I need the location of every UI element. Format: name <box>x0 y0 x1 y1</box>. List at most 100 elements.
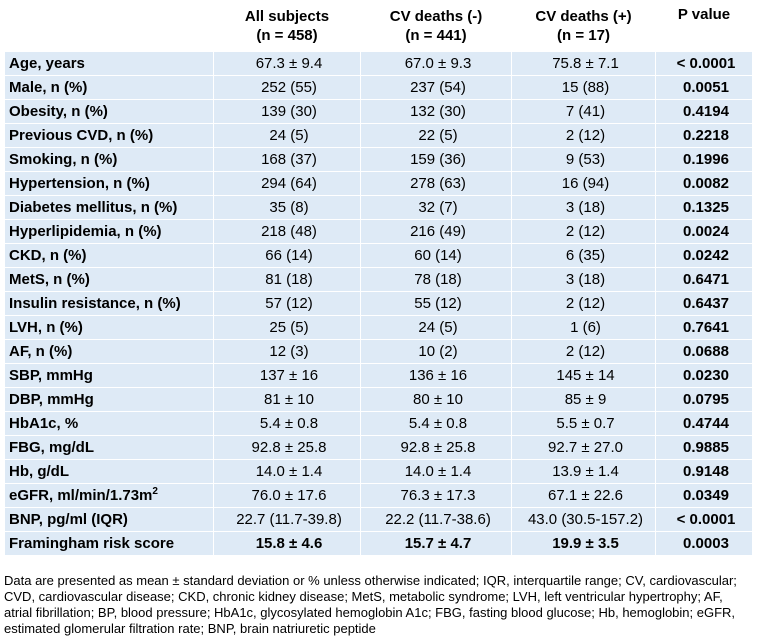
cell-all-subjects: 22.7 (11.7-39.8) <box>213 507 361 532</box>
cell-all-subjects: 57 (12) <box>213 291 361 316</box>
row-label-text: Framingham risk score <box>9 534 175 552</box>
cell-cv-deaths-negative: 136 ± 16 <box>360 363 512 388</box>
row-label-text: Previous CVD, n (%) <box>9 126 154 144</box>
cell-all-subjects: 218 (48) <box>213 219 361 244</box>
cell-p-value: 0.9148 <box>655 459 753 484</box>
table-body: Age, years 67.3 ± 9.4 67.0 ± 9.3 75.8 ± 7.1… <box>4 51 753 556</box>
cell-cv-deaths-positive: 9 (53) <box>511 147 656 172</box>
cell-cv-deaths-positive: 85 ± 9 <box>511 387 656 412</box>
cell-all-subjects: 294 (64) <box>213 171 361 196</box>
row-label: Diabetes mellitus, n (%) <box>4 195 214 220</box>
row-label-text: Smoking, n (%) <box>9 150 118 168</box>
cell-all-subjects: 92.8 ± 25.8 <box>213 435 361 460</box>
cell-p-value: 0.4194 <box>655 99 753 124</box>
cell-cv-deaths-positive: 2 (12) <box>511 219 656 244</box>
cell-cv-deaths-positive: 7 (41) <box>511 99 656 124</box>
cell-all-subjects: 15.8 ± 4.6 <box>213 531 361 556</box>
row-label-superscript: 2 <box>152 485 158 497</box>
table-row: SBP, mmHg 137 ± 16 136 ± 16 145 ± 14 0.0230 <box>4 363 753 388</box>
table-row: Framingham risk score 15.8 ± 4.6 15.7 ± 4.… <box>4 531 753 556</box>
cell-cv-deaths-positive: 19.9 ± 3.5 <box>511 531 656 556</box>
cell-cv-deaths-positive: 3 (18) <box>511 195 656 220</box>
header-neg-title: CV deaths (-) <box>389 8 483 25</box>
cell-cv-deaths-negative: 159 (36) <box>360 147 512 172</box>
cell-cv-deaths-positive: 15 (88) <box>511 75 656 100</box>
row-label-text: FBG, mg/dL <box>9 438 94 456</box>
cell-all-subjects: 76.0 ± 17.6 <box>213 483 361 508</box>
row-label: Obesity, n (%) <box>4 99 214 124</box>
cell-cv-deaths-positive: 1 (6) <box>511 315 656 340</box>
cell-p-value: 0.0349 <box>655 483 753 508</box>
header-all-subjects: All subjects (n = 458) <box>213 0 361 52</box>
header-label-cell <box>4 0 214 52</box>
cell-all-subjects: 81 ± 10 <box>213 387 361 412</box>
cell-cv-deaths-positive: 67.1 ± 22.6 <box>511 483 656 508</box>
cell-all-subjects: 139 (30) <box>213 99 361 124</box>
cell-p-value: 0.0082 <box>655 171 753 196</box>
table-row: HbA1c, % 5.4 ± 0.8 5.4 ± 0.8 5.5 ± 0.7 0.474… <box>4 411 753 436</box>
cell-cv-deaths-positive: 75.8 ± 7.1 <box>511 51 656 76</box>
header-cv-deaths-positive: CV deaths (+) (n = 17) <box>511 0 656 52</box>
header-pos-title: CV deaths (+) <box>535 8 632 25</box>
cell-cv-deaths-positive: 2 (12) <box>511 291 656 316</box>
cell-cv-deaths-negative: 78 (18) <box>360 267 512 292</box>
table-row: BNP, pg/ml (IQR) 22.7 (11.7-39.8) 22.2 (11… <box>4 507 753 532</box>
header-all-title: All subjects <box>244 8 330 25</box>
row-label-text: Hypertension, n (%) <box>9 174 150 192</box>
row-label: LVH, n (%) <box>4 315 214 340</box>
cell-cv-deaths-negative: 76.3 ± 17.3 <box>360 483 512 508</box>
table-row: Diabetes mellitus, n (%) 35 (8) 32 (7) 3 (1… <box>4 195 753 220</box>
row-label: MetS, n (%) <box>4 267 214 292</box>
row-label-text: Insulin resistance, n (%) <box>9 294 181 312</box>
row-label: eGFR, ml/min/1.73m2 <box>4 483 214 508</box>
table-row: CKD, n (%) 66 (14) 60 (14) 6 (35) 0.0242 <box>4 243 753 268</box>
table-row: FBG, mg/dL 92.8 ± 25.8 92.8 ± 25.8 92.7 ± 2… <box>4 435 753 460</box>
table-row: DBP, mmHg 81 ± 10 80 ± 10 85 ± 9 0.0795 <box>4 387 753 412</box>
row-label: CKD, n (%) <box>4 243 214 268</box>
row-label: Age, years <box>4 51 214 76</box>
header-p-value: P value <box>655 0 753 52</box>
cell-cv-deaths-negative: 80 ± 10 <box>360 387 512 412</box>
cell-all-subjects: 81 (18) <box>213 267 361 292</box>
header-cv-deaths-negative: CV deaths (-) (n = 441) <box>360 0 512 52</box>
table-row: Hb, g/dL 14.0 ± 1.4 14.0 ± 1.4 13.9 ± 1.4 0.… <box>4 459 753 484</box>
row-label: Hypertension, n (%) <box>4 171 214 196</box>
cell-all-subjects: 14.0 ± 1.4 <box>213 459 361 484</box>
row-label: AF, n (%) <box>4 339 214 364</box>
cell-cv-deaths-negative: 32 (7) <box>360 195 512 220</box>
row-label: Smoking, n (%) <box>4 147 214 172</box>
cell-cv-deaths-positive: 13.9 ± 1.4 <box>511 459 656 484</box>
row-label-text: Age, years <box>9 54 85 72</box>
cell-all-subjects: 35 (8) <box>213 195 361 220</box>
row-label-text: DBP, mmHg <box>9 390 94 408</box>
cell-cv-deaths-positive: 6 (35) <box>511 243 656 268</box>
row-label-text: BNP, pg/ml (IQR) <box>9 510 128 528</box>
cell-p-value: 0.0003 <box>655 531 753 556</box>
cell-p-value: 0.4744 <box>655 411 753 436</box>
cell-cv-deaths-negative: 67.0 ± 9.3 <box>360 51 512 76</box>
table-row: Obesity, n (%) 139 (30) 132 (30) 7 (41) 0.41… <box>4 99 753 124</box>
cell-cv-deaths-negative: 15.7 ± 4.7 <box>360 531 512 556</box>
cell-p-value: 0.0242 <box>655 243 753 268</box>
header-all-count: (n = 458) <box>256 27 318 44</box>
row-label: Insulin resistance, n (%) <box>4 291 214 316</box>
cell-cv-deaths-negative: 14.0 ± 1.4 <box>360 459 512 484</box>
row-label: Hb, g/dL <box>4 459 214 484</box>
cell-all-subjects: 25 (5) <box>213 315 361 340</box>
cell-cv-deaths-negative: 55 (12) <box>360 291 512 316</box>
row-label-text: HbA1c, % <box>9 414 79 432</box>
cell-cv-deaths-positive: 145 ± 14 <box>511 363 656 388</box>
cell-all-subjects: 137 ± 16 <box>213 363 361 388</box>
cell-cv-deaths-positive: 16 (94) <box>511 171 656 196</box>
cell-p-value: 0.2218 <box>655 123 753 148</box>
table-row: Age, years 67.3 ± 9.4 67.0 ± 9.3 75.8 ± 7.1… <box>4 51 753 76</box>
row-label-text: Male, n (%) <box>9 78 88 96</box>
table-footnote: Data are presented as mean ± standard de… <box>4 573 737 636</box>
row-label-text: Hb, g/dL <box>9 462 69 480</box>
cell-p-value: 0.6437 <box>655 291 753 316</box>
cell-all-subjects: 5.4 ± 0.8 <box>213 411 361 436</box>
cell-all-subjects: 24 (5) <box>213 123 361 148</box>
table-row: Insulin resistance, n (%) 57 (12) 55 (12) 2… <box>4 291 753 316</box>
row-label: SBP, mmHg <box>4 363 214 388</box>
